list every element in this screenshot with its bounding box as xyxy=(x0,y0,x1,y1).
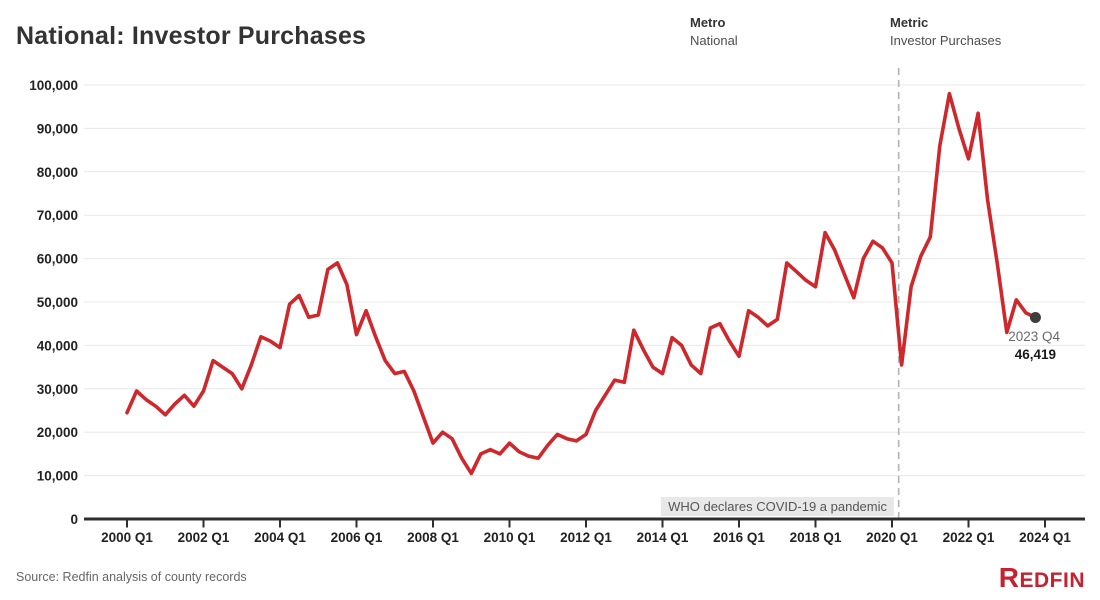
y-axis-label: 80,000 xyxy=(37,165,78,180)
x-axis-label: 2002 Q1 xyxy=(178,530,230,545)
x-axis-label: 2020 Q1 xyxy=(866,530,918,545)
y-axis-label: 100,000 xyxy=(29,78,78,93)
x-axis-label: 2008 Q1 xyxy=(407,530,459,545)
metro-selector[interactable]: Metro National xyxy=(690,14,738,50)
x-axis-label: 2012 Q1 xyxy=(560,530,612,545)
redfin-logo: REDFIN xyxy=(998,562,1085,593)
y-axis-label: 50,000 xyxy=(37,295,78,310)
x-axis-label: 2004 Q1 xyxy=(254,530,306,545)
y-axis-label: 90,000 xyxy=(37,121,78,136)
y-axis-label: 10,000 xyxy=(37,469,78,484)
y-axis-label: 20,000 xyxy=(37,425,78,440)
x-axis-label: 2018 Q1 xyxy=(790,530,842,545)
x-axis-label: 2016 Q1 xyxy=(713,530,765,545)
pandemic-annotation: WHO declares COVID-19 a pandemic xyxy=(661,497,894,516)
page-title: National: Investor Purchases xyxy=(16,22,367,50)
metric-selector[interactable]: Metric Investor Purchases xyxy=(890,14,1001,50)
investor-purchases-line[interactable] xyxy=(125,91,1038,476)
metric-label: Metric xyxy=(890,15,929,30)
y-axis-label: 60,000 xyxy=(37,252,78,267)
x-axis-label: 2022 Q1 xyxy=(943,530,995,545)
source-attribution: Source: Redfin analysis of county record… xyxy=(16,570,247,584)
metric-value-dropdown[interactable]: Investor Purchases xyxy=(890,33,1002,48)
endpoint-value-label: 46,419 xyxy=(1014,347,1056,362)
endpoint-date-label: 2023 Q4 xyxy=(1008,329,1060,344)
x-axis-label: 2024 Q1 xyxy=(1019,530,1071,545)
metro-label: Metro xyxy=(690,15,726,30)
endpoint-dot[interactable] xyxy=(1029,312,1041,324)
y-axis-label: 70,000 xyxy=(37,208,78,223)
x-axis-label: 2010 Q1 xyxy=(484,530,536,545)
x-axis-label: 2000 Q1 xyxy=(101,530,153,545)
metro-value-dropdown[interactable]: National xyxy=(690,33,738,48)
y-axis-label: 30,000 xyxy=(37,382,78,397)
y-axis-label: 40,000 xyxy=(37,338,78,353)
y-axis-label: 0 xyxy=(70,512,78,527)
x-axis-label: 2014 Q1 xyxy=(637,530,689,545)
x-axis-label: 2006 Q1 xyxy=(331,530,383,545)
